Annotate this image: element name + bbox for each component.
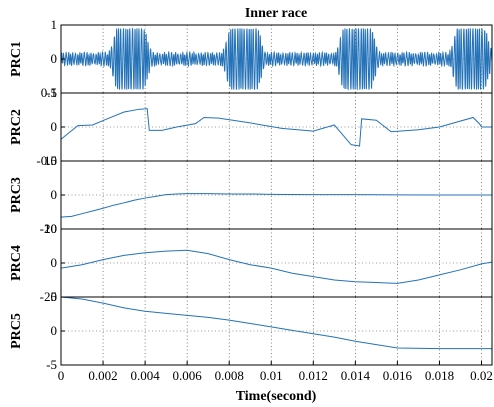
panel-4: 20 0 -20 PRC4 bbox=[9, 221, 493, 304]
x-tick-label: 0 bbox=[58, 368, 65, 383]
x-tick-labels: 0 0.002 0.004 0.006 0.008 0.01 0.012 0.014 0.016… bbox=[58, 361, 493, 383]
signal-line-prc1 bbox=[61, 27, 492, 91]
grid bbox=[60, 229, 492, 297]
x-tick-label: 0.012 bbox=[299, 368, 328, 383]
x-tick-label: 0.02 bbox=[470, 368, 493, 383]
x-tick-label: 0.014 bbox=[341, 368, 371, 383]
x-axis-label: Time(second) bbox=[236, 389, 317, 404]
y-tick-label: 20 bbox=[44, 221, 57, 236]
y-tick-label: 10 bbox=[44, 153, 57, 168]
panel-5: 5 0 -5 PRC5 bbox=[9, 289, 493, 372]
chart-title: Inner race bbox=[245, 6, 307, 21]
y-axis-label: PRC2 bbox=[9, 109, 24, 145]
y-axis-label: PRC5 bbox=[9, 313, 24, 349]
panels: 10-1PRC10.50-0.5PRC2100-10PRC3200-20PRC4… bbox=[9, 17, 493, 372]
panel-1: 1 0 -1 PRC1 bbox=[9, 17, 493, 100]
y-tick-label: 1 bbox=[51, 17, 58, 32]
y-tick-label: 0 bbox=[51, 187, 58, 202]
y-tick-label: -5 bbox=[46, 357, 57, 372]
signal-line-prc2 bbox=[61, 108, 492, 147]
grid bbox=[60, 297, 492, 365]
x-tick-label: 0.002 bbox=[88, 368, 117, 383]
y-tick-label: 0 bbox=[51, 255, 58, 270]
y-axis-label: PRC3 bbox=[9, 177, 24, 213]
panel-3: 10 0 -10 PRC3 bbox=[9, 153, 493, 236]
signal-line-prc4 bbox=[61, 249, 492, 284]
y-tick-label: 0 bbox=[51, 323, 58, 338]
y-tick-label: 5 bbox=[51, 289, 58, 304]
x-tick-label: 0.006 bbox=[173, 368, 203, 383]
y-tick-label: -0.5 bbox=[36, 153, 57, 168]
panel-2: 0.5 0 -0.5 PRC2 bbox=[9, 85, 493, 168]
y-tick-label: -20 bbox=[40, 289, 57, 304]
x-tick-label: 0.01 bbox=[260, 368, 283, 383]
x-tick-label: 0.008 bbox=[215, 368, 244, 383]
y-axis-label: PRC1 bbox=[9, 41, 24, 77]
y-tick-label: -1 bbox=[46, 85, 57, 100]
y-tick-label: 0 bbox=[51, 119, 58, 134]
y-tick-label: 0 bbox=[51, 51, 58, 66]
signal-line-prc3 bbox=[61, 193, 492, 218]
signal-line-prc5 bbox=[61, 297, 492, 350]
axes-frame bbox=[60, 296, 493, 366]
axes-frame bbox=[60, 228, 493, 298]
y-tick-label: -10 bbox=[40, 221, 57, 236]
x-tick-label: 0.004 bbox=[130, 368, 160, 383]
y-tick-label: 0.5 bbox=[41, 85, 57, 100]
grid bbox=[60, 161, 492, 229]
x-tick-label: 0.018 bbox=[425, 368, 454, 383]
x-tick-label: 0.016 bbox=[383, 368, 413, 383]
y-axis-label: PRC4 bbox=[9, 245, 24, 281]
